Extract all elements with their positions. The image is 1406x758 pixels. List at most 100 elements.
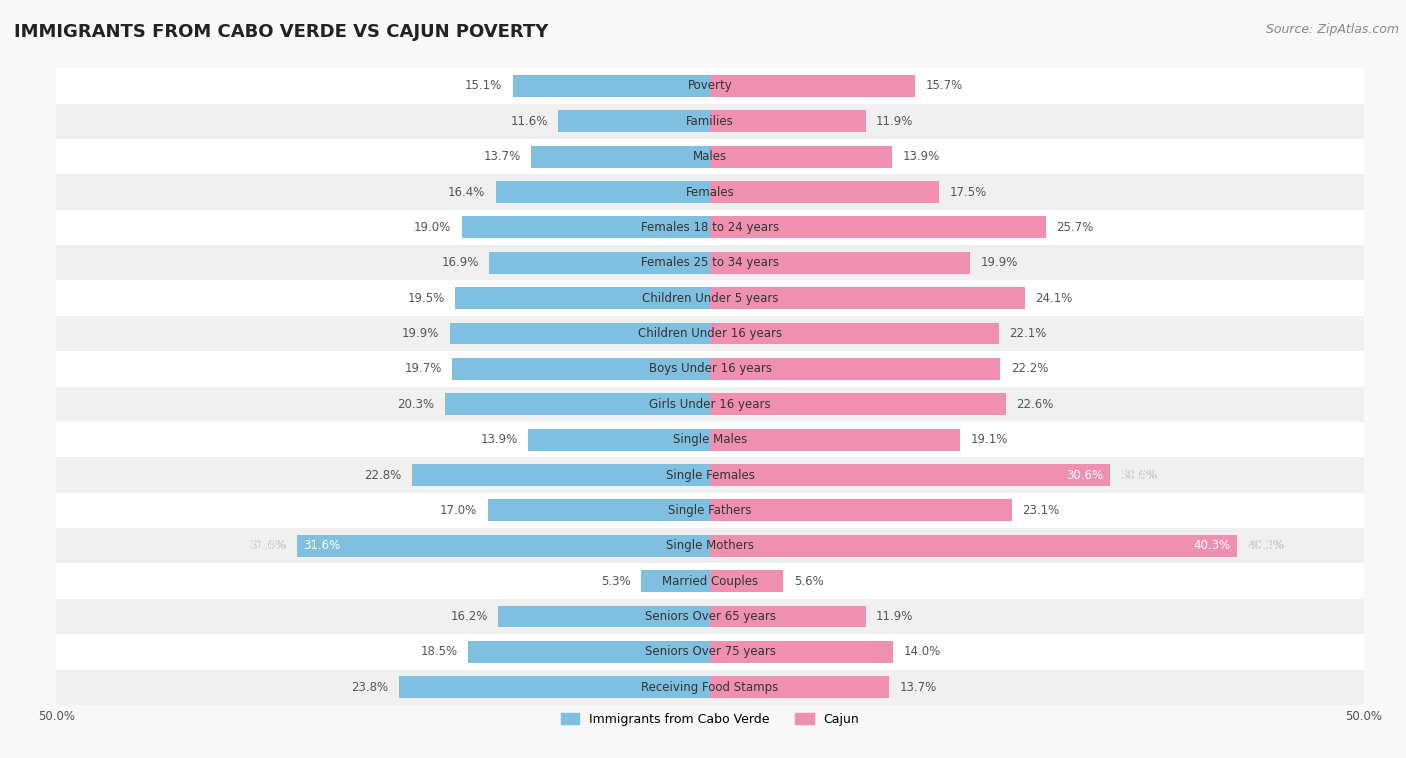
Text: 19.7%: 19.7% — [405, 362, 441, 375]
Text: 40.3%: 40.3% — [1194, 539, 1230, 553]
Text: 11.6%: 11.6% — [510, 114, 548, 128]
Bar — [56, 599, 1364, 634]
Text: Single Mothers: Single Mothers — [666, 539, 754, 553]
Text: 16.9%: 16.9% — [441, 256, 478, 269]
Bar — [56, 351, 1364, 387]
Text: 17.5%: 17.5% — [949, 186, 987, 199]
Text: 19.9%: 19.9% — [981, 256, 1018, 269]
Text: 30.6%: 30.6% — [1067, 468, 1104, 481]
Bar — [710, 393, 1005, 415]
Text: 31.6%: 31.6% — [304, 539, 340, 553]
Text: Children Under 5 years: Children Under 5 years — [641, 292, 779, 305]
Bar — [56, 245, 1364, 280]
Text: Families: Families — [686, 114, 734, 128]
Bar — [468, 641, 710, 662]
Bar — [56, 174, 1364, 210]
Bar — [56, 280, 1364, 316]
Text: 18.5%: 18.5% — [420, 645, 458, 659]
Text: 19.0%: 19.0% — [413, 221, 451, 234]
Bar — [489, 252, 710, 274]
Text: 11.9%: 11.9% — [876, 610, 914, 623]
Bar — [453, 358, 710, 380]
Bar — [710, 287, 1025, 309]
Text: Poverty: Poverty — [688, 80, 733, 92]
Text: 40.3%: 40.3% — [1247, 539, 1285, 553]
Text: 13.9%: 13.9% — [481, 433, 517, 446]
Text: Married Couples: Married Couples — [662, 575, 758, 587]
Bar — [710, 146, 891, 168]
Bar — [710, 606, 866, 628]
Text: Females: Females — [686, 186, 734, 199]
Bar — [56, 210, 1364, 245]
Text: 16.2%: 16.2% — [450, 610, 488, 623]
Bar — [710, 323, 1000, 344]
Text: IMMIGRANTS FROM CABO VERDE VS CAJUN POVERTY: IMMIGRANTS FROM CABO VERDE VS CAJUN POVE… — [14, 23, 548, 41]
Bar — [710, 252, 970, 274]
Bar — [56, 528, 1364, 563]
Text: 22.2%: 22.2% — [1011, 362, 1047, 375]
Text: 14.0%: 14.0% — [904, 645, 941, 659]
Text: 16.4%: 16.4% — [447, 186, 485, 199]
Text: 30.6%: 30.6% — [1121, 468, 1157, 481]
Bar — [488, 500, 710, 522]
Text: 13.7%: 13.7% — [900, 681, 936, 694]
Text: 19.5%: 19.5% — [408, 292, 444, 305]
Bar — [710, 181, 939, 203]
Bar — [297, 535, 710, 556]
Text: 23.1%: 23.1% — [1022, 504, 1060, 517]
Text: Single Females: Single Females — [665, 468, 755, 481]
Bar — [710, 358, 1000, 380]
Bar — [710, 429, 960, 450]
Text: 40.3%: 40.3% — [1247, 539, 1285, 553]
Bar — [456, 287, 710, 309]
Bar — [710, 676, 889, 698]
Text: Boys Under 16 years: Boys Under 16 years — [648, 362, 772, 375]
Bar — [56, 457, 1364, 493]
Bar — [56, 634, 1364, 669]
Text: 15.1%: 15.1% — [465, 80, 502, 92]
Text: Seniors Over 75 years: Seniors Over 75 years — [644, 645, 776, 659]
Text: Source: ZipAtlas.com: Source: ZipAtlas.com — [1265, 23, 1399, 36]
Text: 30.6%: 30.6% — [1121, 468, 1157, 481]
Text: Receiving Food Stamps: Receiving Food Stamps — [641, 681, 779, 694]
Bar — [710, 535, 1237, 556]
Bar — [558, 111, 710, 132]
Text: 13.7%: 13.7% — [484, 150, 520, 163]
Text: Girls Under 16 years: Girls Under 16 years — [650, 398, 770, 411]
Bar — [56, 316, 1364, 351]
Text: 31.6%: 31.6% — [249, 539, 287, 553]
Bar — [56, 669, 1364, 705]
Bar — [710, 75, 915, 97]
Bar — [56, 68, 1364, 104]
Bar — [710, 217, 1046, 238]
Bar — [56, 422, 1364, 457]
Bar — [56, 563, 1364, 599]
Text: 5.6%: 5.6% — [794, 575, 824, 587]
Bar — [399, 676, 710, 698]
Text: Single Fathers: Single Fathers — [668, 504, 752, 517]
Text: 15.7%: 15.7% — [925, 80, 963, 92]
Bar — [56, 387, 1364, 422]
Text: 19.9%: 19.9% — [402, 327, 439, 340]
Text: 23.8%: 23.8% — [352, 681, 388, 694]
Bar — [56, 493, 1364, 528]
Bar — [498, 606, 710, 628]
Bar — [495, 181, 710, 203]
Text: Females 18 to 24 years: Females 18 to 24 years — [641, 221, 779, 234]
Bar — [461, 217, 710, 238]
Bar — [641, 570, 710, 592]
Text: 22.6%: 22.6% — [1017, 398, 1053, 411]
Text: 19.1%: 19.1% — [970, 433, 1008, 446]
Text: Females 25 to 34 years: Females 25 to 34 years — [641, 256, 779, 269]
Bar — [710, 500, 1012, 522]
Bar — [56, 139, 1364, 174]
Text: 25.7%: 25.7% — [1056, 221, 1094, 234]
Text: 5.3%: 5.3% — [600, 575, 630, 587]
Bar — [529, 429, 710, 450]
Text: 22.1%: 22.1% — [1010, 327, 1047, 340]
Text: 20.3%: 20.3% — [396, 398, 434, 411]
Text: Seniors Over 65 years: Seniors Over 65 years — [644, 610, 776, 623]
Text: 11.9%: 11.9% — [876, 114, 914, 128]
Bar — [513, 75, 710, 97]
Bar — [412, 464, 710, 486]
